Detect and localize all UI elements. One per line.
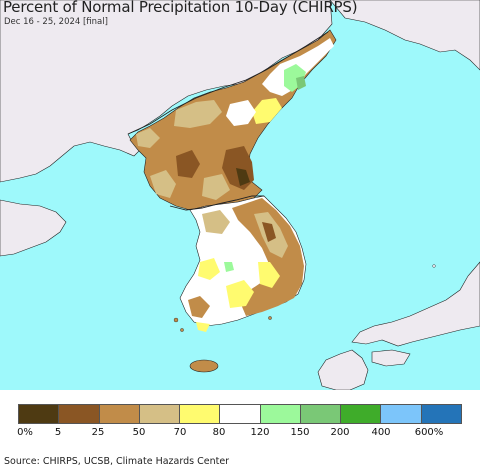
japan-shikoku xyxy=(371,349,411,367)
jeju-island xyxy=(189,359,219,373)
precipitation-map xyxy=(0,0,480,390)
map-subtitle: Dec 16 - 25, 2024 [final] xyxy=(4,17,108,27)
japan-honshu xyxy=(351,261,480,347)
legend-swatch-0 xyxy=(19,405,60,423)
legend-tick: 0% xyxy=(17,427,33,438)
dmz-border xyxy=(169,195,264,211)
legend-tick: 150 xyxy=(290,427,310,438)
legend-swatch-5 xyxy=(220,405,261,423)
russia-northeast xyxy=(329,0,480,71)
legend-tick: 80 xyxy=(212,427,226,438)
legend-swatch-4 xyxy=(180,405,221,423)
source-credit: Source: CHIRPS, UCSB, Climate Hazards Ce… xyxy=(4,456,230,467)
legend-tick: 600% xyxy=(414,427,444,438)
legend-swatch-3 xyxy=(139,405,181,423)
legend-bar xyxy=(18,404,462,424)
legend-swatch-9 xyxy=(381,405,422,423)
legend-swatch-8 xyxy=(341,405,382,423)
legend-tick: 50 xyxy=(132,427,146,438)
legend-tick: 70 xyxy=(173,427,187,438)
legend-swatch-2 xyxy=(99,405,140,423)
legend-swatch-1 xyxy=(59,405,100,423)
map-title: Percent of Normal Precipitation 10-Day (… xyxy=(3,0,358,16)
legend-swatch-6 xyxy=(260,405,301,423)
legend-tick: 5 xyxy=(54,427,62,438)
legend-tick: 200 xyxy=(330,427,350,438)
legend-ticks: 0% 5 25 50 70 80 120 150 200 400 600% xyxy=(0,427,480,441)
legend-tick: 120 xyxy=(250,427,270,438)
legend-swatch-10 xyxy=(421,405,461,423)
legend-tick: 25 xyxy=(91,427,105,438)
legend-tick: 400 xyxy=(371,427,391,438)
legend-swatch-7 xyxy=(300,405,342,423)
shandong-peninsula xyxy=(0,199,67,257)
japan-kyushu xyxy=(317,349,369,390)
